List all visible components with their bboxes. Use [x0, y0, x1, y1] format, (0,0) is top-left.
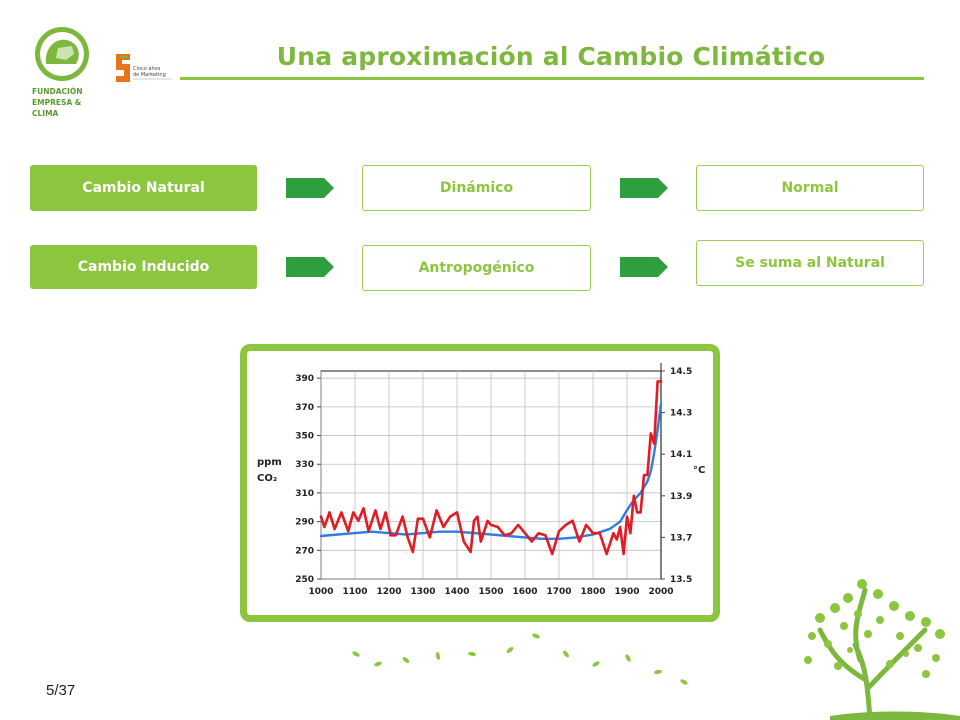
y-tick-label: 250: [295, 575, 314, 585]
y-right-tick-label: 13.9: [670, 492, 692, 502]
y-tick-label: 350: [295, 432, 314, 442]
x-tick-label: 1100: [342, 587, 367, 597]
cambio-natural-box: Cambio Natural: [30, 165, 257, 211]
y-right-tick-label: 14.1: [670, 450, 692, 460]
x-tick-label: 1400: [444, 587, 469, 597]
logo-cinco-line-1: Cinco años: [133, 66, 161, 72]
y-right-tick-label: 14.5: [670, 367, 692, 377]
normal-box: Normal: [696, 165, 924, 211]
x-tick-label: 1700: [546, 587, 571, 597]
y-tick-label: 290: [295, 518, 314, 528]
y-tick-label: 270: [295, 546, 314, 556]
arrow-right-icon: [620, 178, 668, 198]
y-tick-label: 310: [295, 489, 314, 499]
cambio-inducido-box: Cambio Inducido: [30, 245, 257, 289]
x-tick-label: 1600: [512, 587, 537, 597]
y-tick-label: 330: [295, 460, 314, 470]
arrow-right-icon: [286, 257, 334, 277]
logo-fec-line-3: CLIMA: [32, 109, 59, 118]
co2-series-line: [319, 402, 663, 541]
page-number: 5/37: [46, 682, 76, 699]
co2-temperature-chart: 1000 1100 1200 1300 1400 1500 1600 1700 1800 1900…: [257, 363, 705, 597]
logo-cinco-line-2: de Marketing: [133, 72, 166, 78]
chart-frame: 1000 1100 1200 1300 1400 1500 1600 1700 1800 1900…: [240, 344, 720, 622]
x-tick-label: 1500: [478, 587, 503, 597]
y-axis-title-line-2: CO₂: [257, 473, 277, 484]
x-tick-label: 1000: [308, 587, 333, 597]
arrow-right-icon: [620, 257, 668, 277]
cinco-anos-marketing-logo: Cinco años de Marketing: [116, 54, 172, 82]
x-tick-label: 1300: [410, 587, 435, 597]
x-tick-label: 1800: [580, 587, 605, 597]
y-tick-label: 390: [295, 374, 314, 384]
page-title: Una aproximación al Cambio Climático: [276, 42, 826, 71]
x-tick-label: 2000: [648, 587, 673, 597]
title-underline: [180, 77, 924, 80]
y-tick-label: 370: [295, 403, 314, 413]
fundacion-empresa-clima-logo: FUNDACIÓN EMPRESA & CLIMA: [32, 27, 89, 118]
y-axis-title: ppm: [257, 457, 282, 468]
logo-fec-line-2: EMPRESA &: [32, 98, 82, 107]
y-right-tick-label: 13.7: [670, 533, 692, 543]
decorative-leaves: [352, 633, 688, 685]
dinamico-box: Dinámico: [362, 165, 591, 211]
se-suma-al-natural-box: Se suma al Natural: [696, 240, 924, 286]
x-tick-label: 1900: [614, 587, 639, 597]
arrow-right-icon: [286, 178, 334, 198]
y-right-tick-label: 13.5: [670, 575, 692, 585]
y-right-tick-label: 14.3: [670, 409, 692, 419]
temperature-series-line: [319, 380, 663, 556]
antropogenico-box: Antropogénico: [362, 245, 591, 291]
logo-fec-line-1: FUNDACIÓN: [32, 87, 82, 96]
decorative-tree: [804, 579, 960, 720]
x-tick-label: 1200: [376, 587, 401, 597]
y-right-axis-title: °C: [693, 465, 705, 476]
